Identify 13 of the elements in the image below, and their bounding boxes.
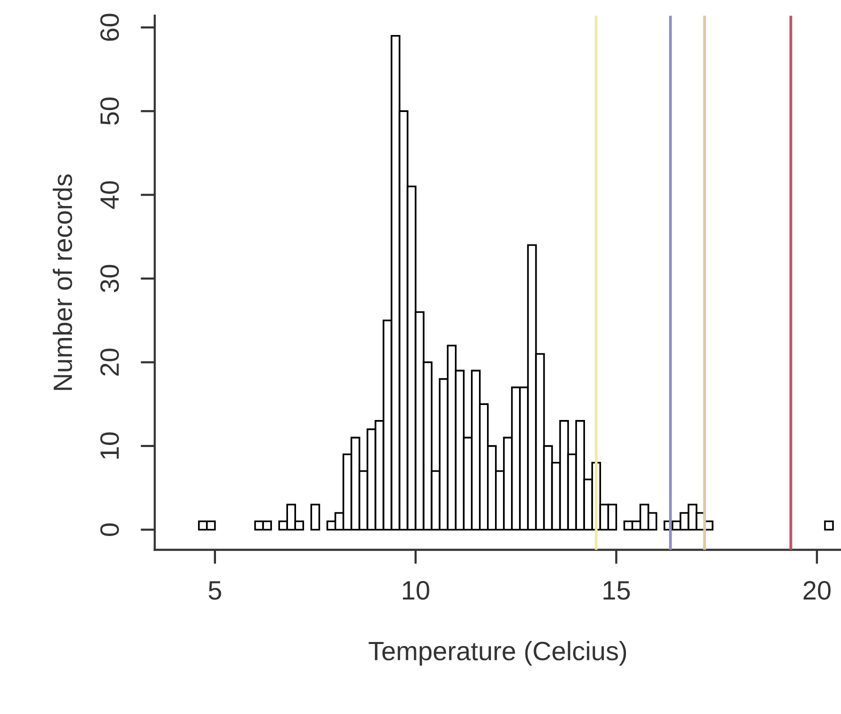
x-axis-title: Temperature (Celcius): [368, 641, 626, 666]
y-axis-title: Number of records: [52, 174, 72, 390]
x-tick-label: 5: [208, 581, 222, 600]
y-tick-label: 60: [100, 14, 119, 41]
y-tick-label: 40: [100, 181, 119, 209]
x-tick-label: 20: [804, 581, 831, 600]
y-tick-label: 50: [100, 97, 119, 125]
x-tick-label: 10: [402, 581, 430, 600]
y-tick-label: 0: [100, 523, 119, 536]
y-tick-label: 30: [100, 264, 119, 292]
x-tick-label: 15: [604, 581, 630, 600]
y-tick-label: 20: [100, 348, 119, 376]
y-tick-label: 10: [100, 432, 119, 459]
